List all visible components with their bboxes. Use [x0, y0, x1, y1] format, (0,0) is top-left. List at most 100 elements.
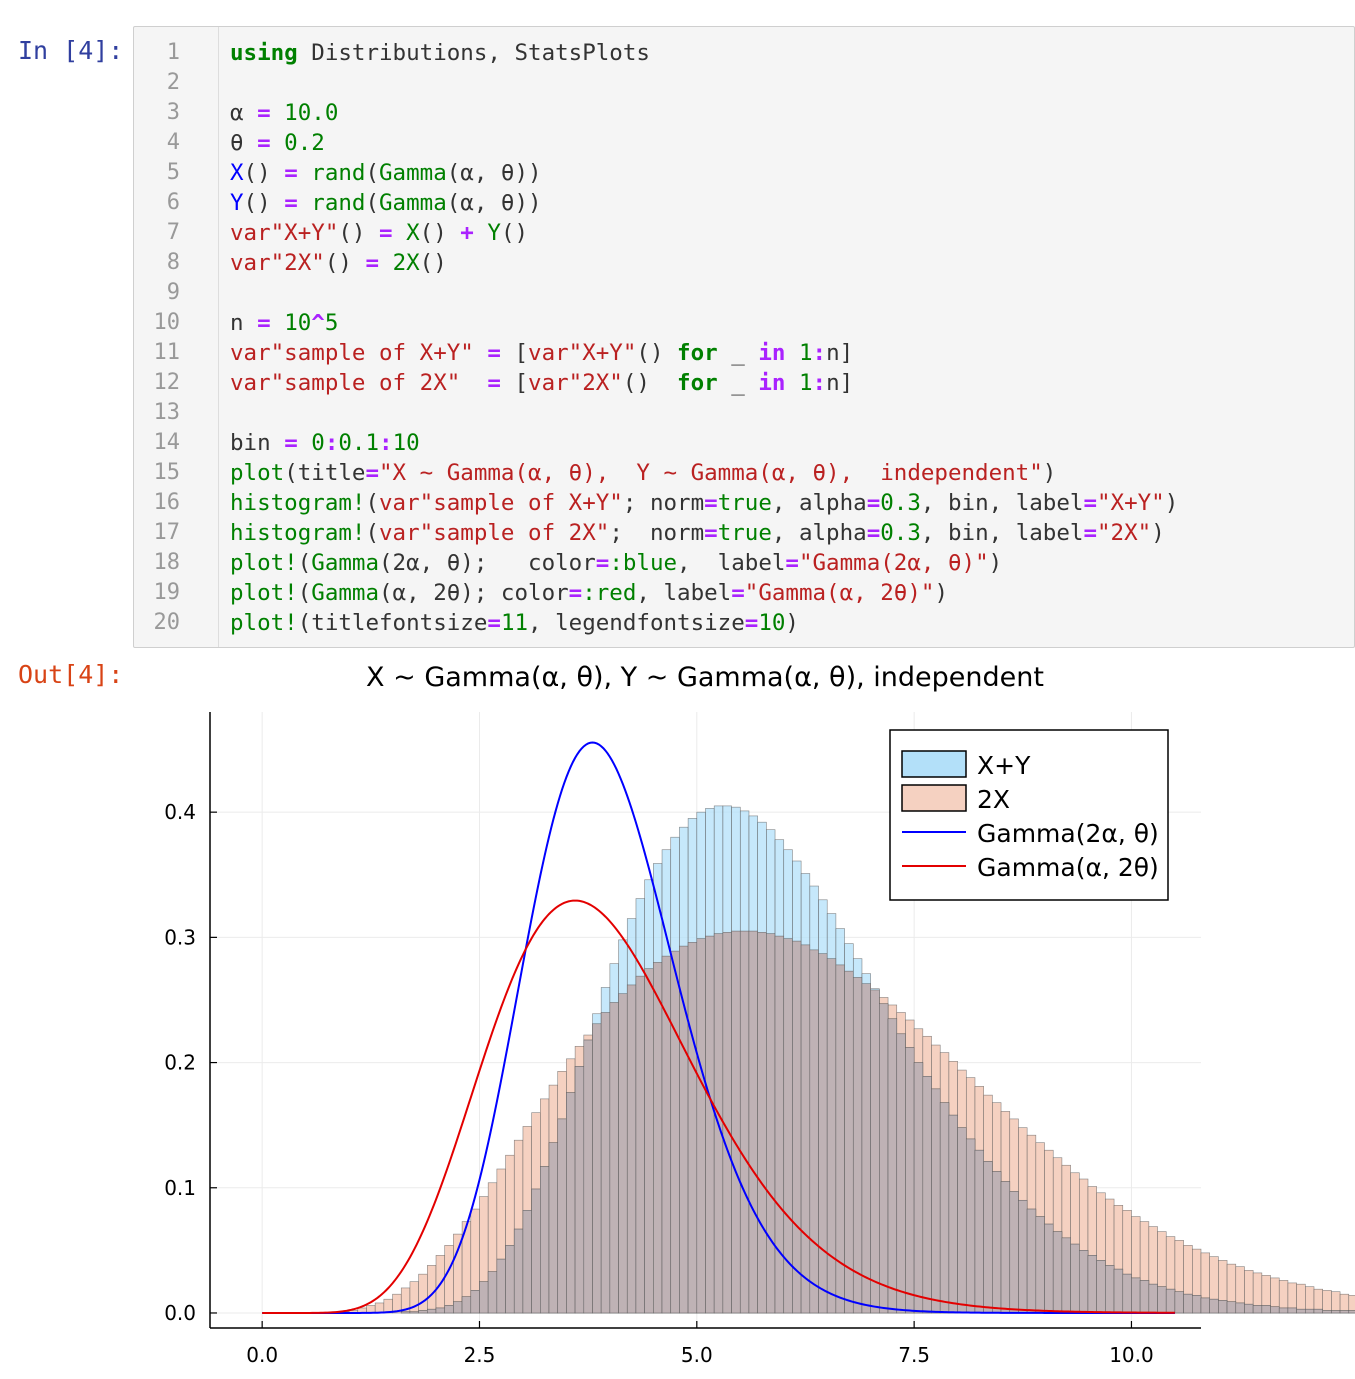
line-number: 5	[166, 160, 180, 185]
bar-2x	[444, 1245, 454, 1314]
code-token: "Gamma(2α, θ)"	[798, 550, 989, 576]
bar-2x	[1322, 1290, 1332, 1314]
output-prompt: Out[4]:	[18, 660, 124, 689]
code-token: 10.0	[270, 100, 339, 126]
line-number: 13	[153, 400, 181, 425]
code-token: :	[324, 430, 339, 456]
code-token: =	[595, 550, 610, 576]
code-cell[interactable]: 1 2 3 4 5 6 7 8 9 10 11 12 13 14 15 16 17 18 19 20 using Di…	[133, 26, 1355, 648]
code-token: =	[284, 430, 298, 456]
code-token: =	[866, 520, 881, 546]
code-token: ()	[419, 250, 447, 276]
bar-overlap	[1139, 1280, 1150, 1314]
code-token: =	[257, 310, 271, 336]
x-tick-label: 10.0	[1109, 1343, 1154, 1367]
code-token: =	[731, 580, 745, 606]
line-number: 1	[166, 40, 180, 65]
code-token: 0.1	[338, 430, 380, 456]
bar-overlap	[705, 935, 715, 1314]
code-token: bin	[230, 430, 285, 456]
code-token: )	[1151, 520, 1165, 546]
code-token: =	[365, 250, 380, 276]
code-line: plot(title="X ~ Gamma(α, θ), Y ~ Gamma(α…	[230, 458, 1056, 488]
bar-overlap	[1261, 1305, 1271, 1314]
code-token: Gamma	[379, 190, 447, 216]
code-token	[393, 220, 407, 246]
code-token: α	[230, 100, 258, 126]
axes: 0.0 2.5 5.0 7.5 10.0 0.0 0.1 0.2 0.3 0.4	[164, 712, 1201, 1367]
code-token: for	[677, 370, 718, 396]
code-token	[271, 310, 285, 336]
line-number: 2	[166, 70, 180, 95]
code-token: 0.3	[880, 490, 921, 516]
code-line: Y() = rand(Gamma(α, θ))	[230, 188, 542, 218]
code-token: "X+Y"	[1097, 490, 1165, 516]
line-number: 3	[166, 100, 180, 125]
code-token: var"2X"	[230, 250, 325, 276]
bar-overlap	[1200, 1297, 1210, 1314]
bar-2x	[1331, 1291, 1341, 1314]
code-token: n]	[826, 340, 854, 366]
bar-overlap	[783, 938, 793, 1314]
code-token: (	[365, 190, 380, 216]
bar-overlap	[948, 1114, 958, 1314]
line-number: 10	[153, 310, 181, 335]
code-line: bin = 0:0.1:10	[230, 428, 420, 458]
bar-overlap	[487, 1271, 498, 1314]
bar-overlap	[965, 1138, 976, 1314]
code-token: rand	[311, 190, 366, 216]
code-line: plot!(Gamma(2α, θ); color=:blue, label="…	[230, 548, 1002, 578]
code-token: =	[1083, 520, 1097, 546]
code-token	[460, 370, 487, 396]
code-token: )	[988, 550, 1003, 576]
line-number: 17	[153, 520, 181, 545]
bar-overlap	[957, 1127, 967, 1314]
line-number: 15	[153, 460, 181, 485]
code-token: ()	[419, 220, 461, 246]
bar-overlap	[800, 944, 811, 1314]
bar-overlap	[983, 1161, 993, 1314]
code-token: X	[230, 160, 244, 186]
bar-overlap	[400, 1311, 411, 1314]
bar-overlap	[792, 940, 802, 1314]
code-token: "2X"	[1097, 520, 1152, 546]
code-token: using	[230, 40, 298, 66]
code-line: var"2X"() = 2X()	[230, 248, 447, 278]
line-number: 7	[166, 220, 180, 245]
code-token: var"sample of 2X"	[379, 520, 610, 546]
code-token: var"sample of X+Y"	[230, 340, 474, 366]
bar-2x	[1339, 1293, 1350, 1314]
bar-overlap	[757, 932, 767, 1314]
code-token: =	[704, 520, 718, 546]
bar-overlap	[1226, 1301, 1237, 1314]
bar-overlap	[574, 1066, 585, 1314]
code-line: var"sample of 2X" = [var"2X"() for _ in …	[230, 368, 853, 398]
code-token: =	[744, 610, 759, 636]
code-token: 1	[798, 370, 813, 396]
code-line: X() = rand(Gamma(α, θ))	[230, 158, 542, 188]
bar-overlap	[1331, 1310, 1341, 1314]
y-tick-label: 0.2	[164, 1051, 196, 1075]
bar-overlap	[496, 1258, 506, 1314]
code-token: histogram!	[230, 520, 366, 546]
bar-overlap	[644, 968, 654, 1314]
code-token: )	[934, 580, 948, 606]
bar-overlap	[852, 977, 863, 1314]
code-token: , legendfontsize	[528, 610, 745, 636]
curve-gamma-2a-theta	[262, 741, 1175, 1314]
bar-overlap	[870, 989, 880, 1314]
bar-overlap	[670, 950, 680, 1314]
bar-2x	[374, 1302, 385, 1314]
code-token: 0	[311, 430, 325, 456]
bar-2x	[418, 1273, 428, 1314]
bar-overlap	[505, 1245, 515, 1314]
y-tick-label: 0.1	[164, 1176, 196, 1200]
code-token: [	[500, 370, 529, 396]
code-token: Distributions, StatsPlots	[297, 40, 650, 66]
bar-overlap	[1244, 1303, 1254, 1314]
bar-overlap	[1026, 1208, 1037, 1314]
code-token: , alpha	[771, 520, 867, 546]
code-token	[298, 430, 312, 456]
code-token	[474, 220, 488, 246]
code-token: true	[717, 490, 772, 516]
